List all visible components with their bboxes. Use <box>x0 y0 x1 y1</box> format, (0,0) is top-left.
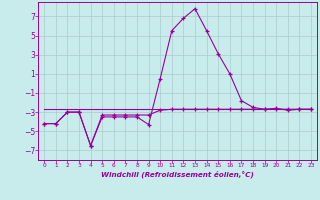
X-axis label: Windchill (Refroidissement éolien,°C): Windchill (Refroidissement éolien,°C) <box>101 171 254 178</box>
